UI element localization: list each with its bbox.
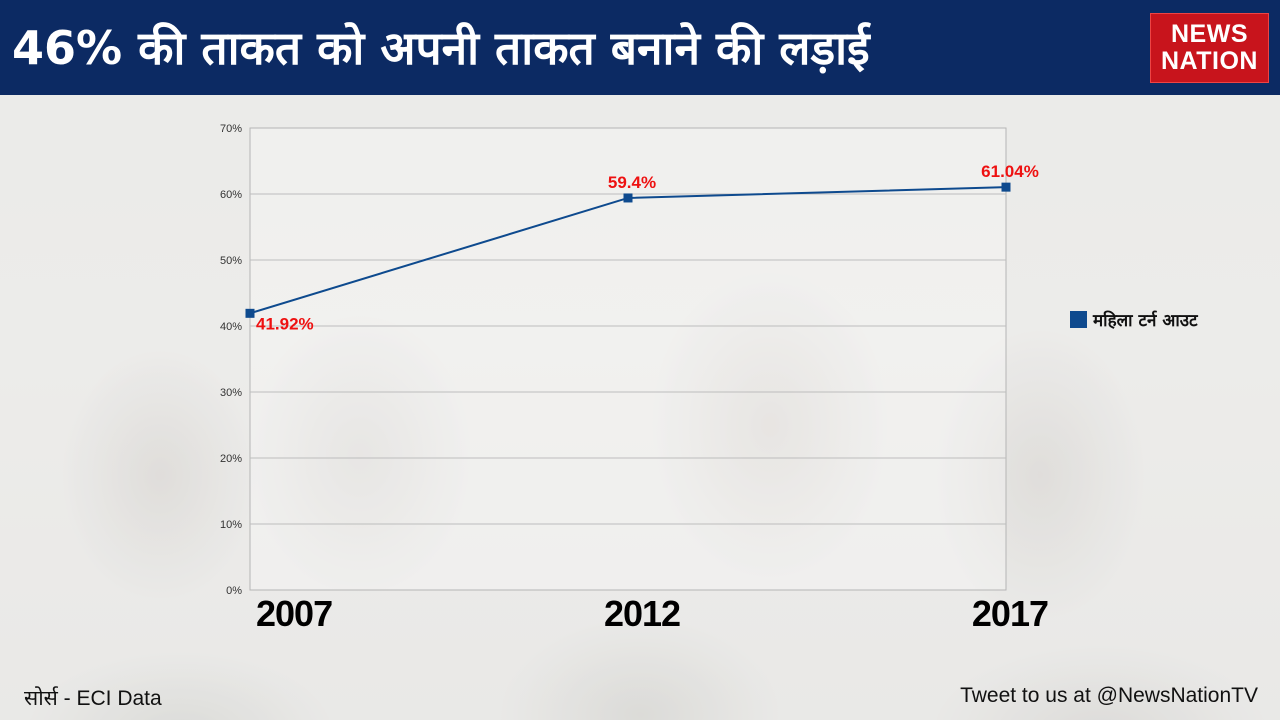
y-tick-label: 0% — [226, 585, 242, 597]
x-tick-label: 2007 — [256, 593, 332, 634]
series-group — [245, 182, 1011, 318]
background-veil — [0, 95, 1280, 720]
page-title: 46% की ताकत को अपनी ताकत बनाने की लड़ाई — [12, 21, 870, 75]
logo-line-2: NATION — [1161, 47, 1258, 75]
legend-swatch — [1070, 310, 1087, 328]
data-point — [245, 308, 255, 318]
tweet-text: Tweet to us at @NewsNationTV — [960, 684, 1258, 707]
x-axis: 2007 2012 2017 — [256, 593, 1049, 634]
logo-line-1: NEWS — [1171, 20, 1248, 48]
header-bar: 46% की ताकत को अपनी ताकत बनाने की लड़ाई … — [0, 0, 1280, 95]
legend-label: महिला टर्न आउट — [1093, 310, 1198, 331]
data-point — [623, 193, 633, 203]
data-point — [1001, 182, 1011, 192]
y-tick-label: 50% — [220, 255, 242, 267]
plot-area — [249, 127, 1007, 591]
y-tick-label: 10% — [220, 519, 242, 531]
background-photo — [0, 95, 1280, 720]
y-tick-label: 40% — [220, 321, 242, 333]
x-tick-label: 2012 — [604, 593, 680, 634]
y-tick-label: 30% — [220, 387, 242, 399]
news-nation-logo: NEWS NATION — [1150, 13, 1269, 83]
source-text: सोर्स - ECI Data — [24, 687, 162, 710]
legend: महिला टर्न आउट — [1070, 308, 1198, 331]
data-label: 41.92% — [256, 314, 314, 333]
y-tick-label: 70% — [220, 123, 242, 135]
data-label: 59.4% — [608, 173, 656, 192]
y-tick-label: 60% — [220, 189, 242, 201]
y-axis: 0% 10% 20% 30% 40% 50% 60% 70% — [220, 123, 242, 597]
data-labels: 41.92% 59.4% 61.04% — [256, 162, 1039, 333]
data-label: 61.04% — [981, 162, 1039, 181]
y-tick-label: 20% — [220, 453, 242, 465]
x-tick-label: 2017 — [972, 593, 1048, 634]
